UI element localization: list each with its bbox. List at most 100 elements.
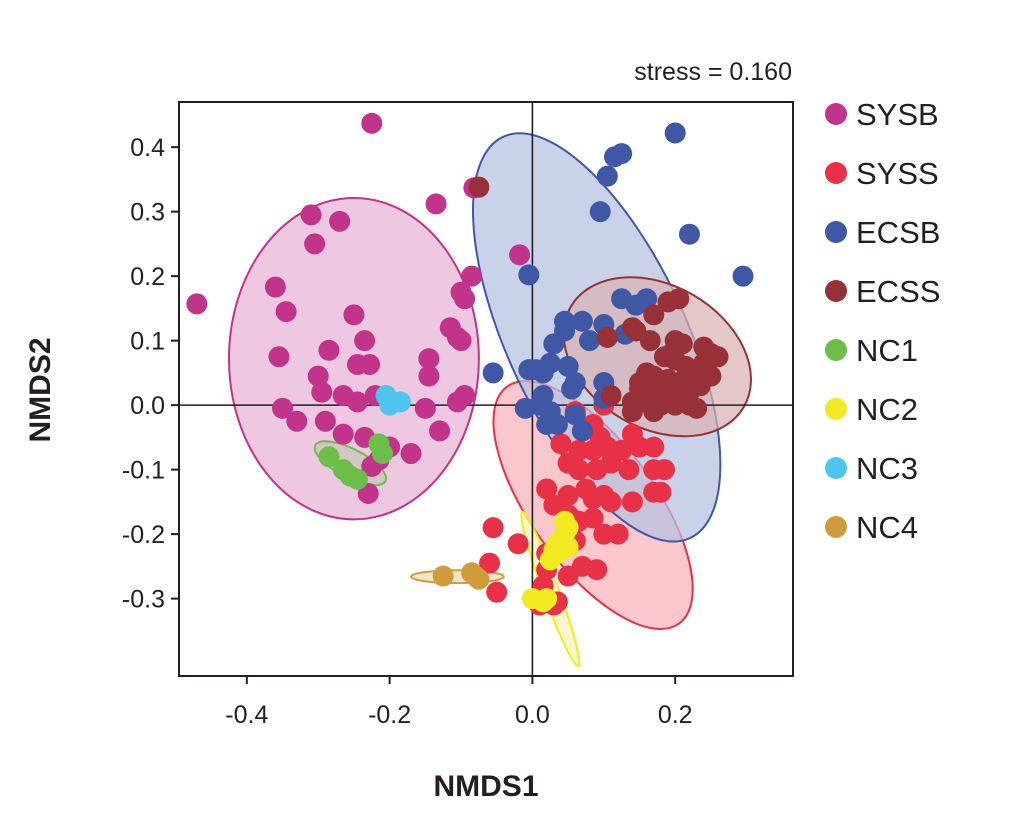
legend-item-nc2: NC2 [825, 392, 918, 427]
y-tick-label: -0.1 [122, 457, 165, 485]
y-axis-label: NMDS2 [24, 337, 57, 442]
y-tick-label: 0.3 [130, 199, 165, 227]
point-nc2 [539, 549, 561, 571]
legend-marker [825, 221, 847, 243]
point-sysb [361, 112, 383, 134]
point-syss [618, 459, 640, 481]
point-ecsb [604, 146, 626, 168]
x-tick-label: -0.4 [225, 701, 268, 729]
legend-label: ECSB [856, 215, 940, 250]
y-tick-label: -0.2 [122, 521, 165, 549]
point-syss [550, 433, 572, 455]
point-syss [557, 565, 579, 587]
y-tick-label: 0.4 [130, 134, 165, 162]
point-ecsb [561, 378, 583, 400]
point-ecsb [664, 122, 686, 144]
point-sysb [346, 391, 368, 413]
point-ecsb [482, 362, 504, 384]
point-ecsb [732, 265, 754, 287]
legend-item-sysb: SYSB [825, 97, 939, 132]
point-ecsb [579, 330, 601, 352]
x-axis-ticks: -0.4 -0.2 0.0 0.2 [225, 676, 693, 729]
legend-item-nc3: NC3 [825, 451, 918, 486]
point-ecss [653, 388, 675, 410]
point-sysb [414, 397, 436, 419]
point-sysb [304, 233, 326, 255]
point-ecsb [571, 310, 593, 332]
point-ecsb [678, 223, 700, 245]
point-sysb [343, 304, 365, 326]
point-sysb [318, 339, 340, 361]
legend-marker [825, 103, 847, 125]
point-syss [568, 459, 590, 481]
point-ecsb [625, 294, 647, 316]
point-ecsb [596, 165, 618, 187]
point-ecss [468, 176, 490, 198]
point-ecss [621, 401, 643, 423]
point-nc4 [464, 565, 486, 587]
point-sysb [268, 346, 290, 368]
point-ecss [596, 326, 618, 348]
point-nc3 [379, 394, 401, 416]
point-sysb [311, 381, 333, 403]
point-nc4 [432, 565, 454, 587]
point-ecss [686, 397, 708, 419]
point-ecsb [518, 264, 540, 286]
legend: SYSB SYSS ECSB ECSS NC1 NC2 NC3 NC4 [825, 97, 940, 545]
legend-marker [825, 398, 847, 420]
legend-item-nc4: NC4 [825, 510, 918, 545]
legend-marker [825, 339, 847, 361]
legend-marker [825, 516, 847, 538]
y-tick-label: 0.2 [130, 263, 165, 291]
point-ecss [689, 375, 711, 397]
legend-label: NC1 [856, 333, 918, 368]
legend-marker [825, 457, 847, 479]
point-sysb [418, 348, 440, 370]
point-ecsb [536, 413, 558, 435]
legend-label: NC2 [856, 392, 918, 427]
point-syss [536, 478, 558, 500]
point-ecsb [532, 362, 554, 384]
point-ecsb [564, 404, 586, 426]
point-syss [593, 523, 615, 545]
y-tick-label: 0.0 [130, 392, 165, 420]
stress-annotation: stress = 0.160 [634, 58, 792, 86]
point-sysb [400, 442, 422, 464]
point-syss [482, 517, 504, 539]
point-sysb [332, 423, 354, 445]
point-syss [507, 533, 529, 555]
point-nc2 [536, 588, 558, 610]
legend-label: SYSB [856, 97, 939, 132]
point-syss [582, 507, 604, 529]
point-ecsb [589, 201, 611, 223]
point-sysb [509, 244, 531, 266]
legend-label: ECSS [856, 274, 940, 309]
point-ecss [643, 304, 665, 326]
point-syss [600, 452, 622, 474]
x-tick-label: 0.2 [658, 701, 693, 729]
point-syss [653, 459, 675, 481]
y-tick-label: -0.3 [122, 586, 165, 614]
point-sysb [429, 420, 451, 442]
x-tick-label: 0.0 [515, 701, 550, 729]
point-syss [643, 436, 665, 458]
legend-label: SYSS [856, 156, 939, 191]
point-sysb [450, 330, 472, 352]
point-sysb [418, 365, 440, 387]
point-ecss [668, 288, 690, 310]
point-syss [600, 491, 622, 513]
point-nc1 [371, 442, 393, 464]
point-ecsb [514, 397, 536, 419]
y-tick-label: 0.1 [130, 328, 165, 356]
legend-item-ecsb: ECSB [825, 215, 940, 250]
legend-item-ecss: ECSS [825, 274, 940, 309]
point-sysb [286, 410, 308, 432]
x-tick-label: -0.2 [368, 701, 411, 729]
point-ecss [600, 384, 622, 406]
point-syss [650, 481, 672, 503]
point-sysb [307, 365, 329, 387]
point-sysb [329, 210, 351, 232]
point-ecsb [543, 333, 565, 355]
